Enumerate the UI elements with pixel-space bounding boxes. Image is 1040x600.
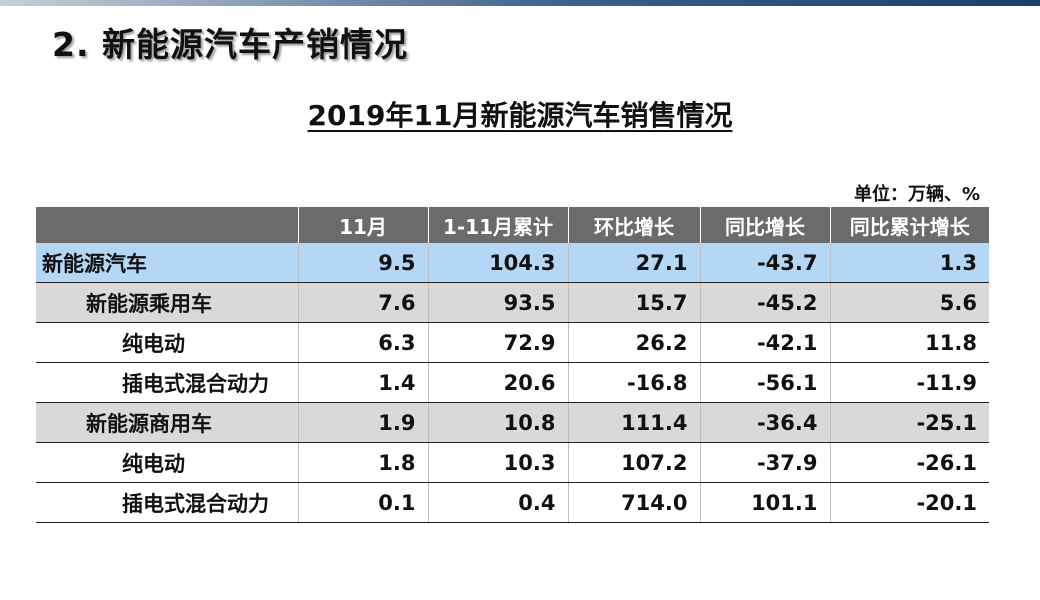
table-row: 插电式混合动力 1.4 20.6 -16.8 -56.1 -11.9 [36, 362, 989, 403]
value-yoy-growth: -37.9 [700, 442, 831, 483]
table-title: 2019年11月新能源汽车销售情况 [307, 99, 733, 132]
value-month: 9.5 [298, 243, 429, 283]
value-yoy-cumulative-growth: -26.1 [830, 442, 989, 483]
value-yoy-cumulative-growth: -20.1 [830, 482, 989, 523]
table-row: 纯电动 6.3 72.9 26.2 -42.1 11.8 [36, 322, 989, 363]
header-cell-month: 11月 [298, 207, 429, 243]
row-label: 新能源汽车 [36, 243, 299, 283]
value-yoy-cumulative-growth: -25.1 [830, 402, 989, 443]
value-yoy-cumulative-growth: 1.3 [830, 243, 989, 283]
value-month: 7.6 [298, 282, 429, 323]
header-cell-yoy-growth: 同比增长 [700, 207, 831, 243]
header-cell-yoy-cumulative-growth: 同比累计增长 [830, 207, 989, 243]
value-yoy-growth: -45.2 [700, 282, 831, 323]
value-mom-growth: 27.1 [568, 243, 701, 283]
value-yoy-cumulative-growth: 5.6 [830, 282, 989, 323]
value-mom-growth: 26.2 [568, 322, 701, 363]
table-row: 新能源商用车 1.9 10.8 111.4 -36.4 -25.1 [36, 402, 989, 443]
value-cumulative: 10.8 [428, 402, 569, 443]
header-cell-category [36, 207, 299, 243]
value-yoy-cumulative-growth: 11.8 [830, 322, 989, 363]
value-cumulative: 0.4 [428, 482, 569, 523]
value-mom-growth: 15.7 [568, 282, 701, 323]
table-row: 新能源乘用车 7.6 93.5 15.7 -45.2 5.6 [36, 282, 989, 323]
value-month: 1.8 [298, 442, 429, 483]
header-cell-mom-growth: 环比增长 [568, 207, 701, 243]
top-accent-bar [0, 0, 1040, 6]
value-cumulative: 72.9 [428, 322, 569, 363]
table-title-wrap: 2019年11月新能源汽车销售情况 [0, 94, 1040, 134]
value-cumulative: 104.3 [428, 243, 569, 283]
row-label: 纯电动 [36, 442, 299, 483]
sales-table: 11月 1-11月累计 环比增长 同比增长 同比累计增长 新能源汽车 9.5 104… [36, 207, 989, 523]
value-yoy-growth: -42.1 [700, 322, 831, 363]
value-yoy-growth: -43.7 [700, 243, 831, 283]
value-mom-growth: -16.8 [568, 362, 701, 403]
value-yoy-cumulative-growth: -11.9 [830, 362, 989, 403]
value-mom-growth: 111.4 [568, 402, 701, 443]
value-month: 1.4 [298, 362, 429, 403]
unit-note: 单位：万辆、% [853, 184, 980, 205]
value-mom-growth: 107.2 [568, 442, 701, 483]
value-month: 1.9 [298, 402, 429, 443]
value-yoy-growth: -56.1 [700, 362, 831, 403]
table-row: 插电式混合动力 0.1 0.4 714.0 101.1 -20.1 [36, 482, 989, 523]
row-label: 插电式混合动力 [36, 362, 299, 403]
value-mom-growth: 714.0 [568, 482, 701, 523]
value-cumulative: 10.3 [428, 442, 569, 483]
header-cell-cumulative: 1-11月累计 [428, 207, 569, 243]
value-month: 0.1 [298, 482, 429, 523]
table-row: 纯电动 1.8 10.3 107.2 -37.9 -26.1 [36, 442, 989, 483]
header-row: 11月 1-11月累计 环比增长 同比增长 同比累计增长 [36, 207, 989, 243]
value-yoy-growth: -36.4 [700, 402, 831, 443]
slide-title: 2. 新能源汽车产销情况 [52, 25, 408, 64]
value-cumulative: 93.5 [428, 282, 569, 323]
value-month: 6.3 [298, 322, 429, 363]
value-yoy-growth: 101.1 [700, 482, 831, 523]
row-label: 新能源乘用车 [36, 282, 299, 323]
row-label: 插电式混合动力 [36, 482, 299, 523]
value-cumulative: 20.6 [428, 362, 569, 403]
row-label: 纯电动 [36, 322, 299, 363]
row-label: 新能源商用车 [36, 402, 299, 443]
table-row: 新能源汽车 9.5 104.3 27.1 -43.7 1.3 [36, 243, 989, 283]
